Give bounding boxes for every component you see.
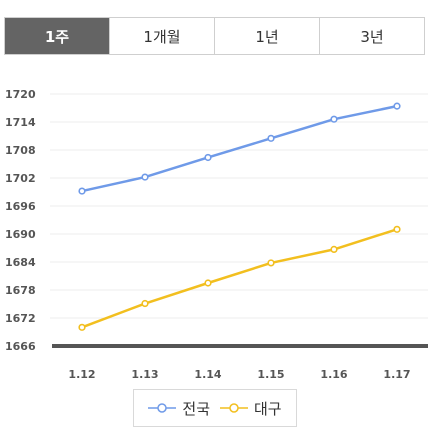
series-line-1 xyxy=(81,104,398,193)
x-tick-label: 1.17 xyxy=(383,368,410,381)
x-tick-label: 1.14 xyxy=(194,368,221,381)
x-tick-label: 1.12 xyxy=(68,368,95,381)
y-tick-label: 1714 xyxy=(5,116,36,129)
data-point-series-1 xyxy=(330,115,338,123)
price-line-chart: 1666 1672 1678 1684 1690 1696 1702 1708 1714 1720… xyxy=(5,88,428,381)
tab-1-year[interactable]: 1년 xyxy=(214,18,319,54)
legend-item-series-2[interactable]: 대구 xyxy=(220,398,282,419)
legend-label-series-2: 대구 xyxy=(254,399,282,418)
period-tabs: 1주 1개월 1년 3년 xyxy=(4,17,425,55)
data-point-series-2 xyxy=(204,279,212,287)
tab-3-years[interactable]: 3년 xyxy=(319,18,424,54)
legend-marker-series-2 xyxy=(220,403,248,413)
data-point-series-2 xyxy=(393,225,401,233)
data-point-series-1 xyxy=(78,187,86,195)
legend-item-series-1[interactable]: 전국 xyxy=(148,398,210,419)
data-point-series-1 xyxy=(393,102,401,110)
data-point-series-1 xyxy=(267,134,275,142)
data-point-series-2 xyxy=(267,259,275,267)
tab-1-week[interactable]: 1주 xyxy=(5,18,109,54)
y-tick-label: 1666 xyxy=(5,340,36,353)
x-axis-line xyxy=(52,344,428,348)
tab-1-month[interactable]: 1개월 xyxy=(109,18,214,54)
y-tick-label: 1672 xyxy=(5,312,36,325)
y-tick-label: 1702 xyxy=(5,172,36,185)
data-point-series-2 xyxy=(78,323,86,331)
legend-label-series-1: 전국 xyxy=(182,399,210,418)
series-line-2 xyxy=(81,228,398,329)
x-tick-label: 1.13 xyxy=(131,368,158,381)
x-tick-label: 1.16 xyxy=(320,368,347,381)
y-tick-label: 1678 xyxy=(5,284,36,297)
y-tick-label: 1720 xyxy=(5,88,36,101)
data-point-series-1 xyxy=(141,173,149,181)
data-point-series-2 xyxy=(330,245,338,253)
y-tick-label: 1708 xyxy=(5,144,36,157)
x-tick-label: 1.15 xyxy=(257,368,284,381)
y-tick-label: 1690 xyxy=(5,228,36,241)
y-tick-label: 1684 xyxy=(5,256,36,269)
chart-legend: 전국 대구 xyxy=(133,389,297,427)
data-point-series-2 xyxy=(141,299,149,308)
data-point-series-1 xyxy=(204,153,212,162)
legend-marker-series-1 xyxy=(148,403,177,413)
y-tick-label: 1696 xyxy=(5,200,36,213)
